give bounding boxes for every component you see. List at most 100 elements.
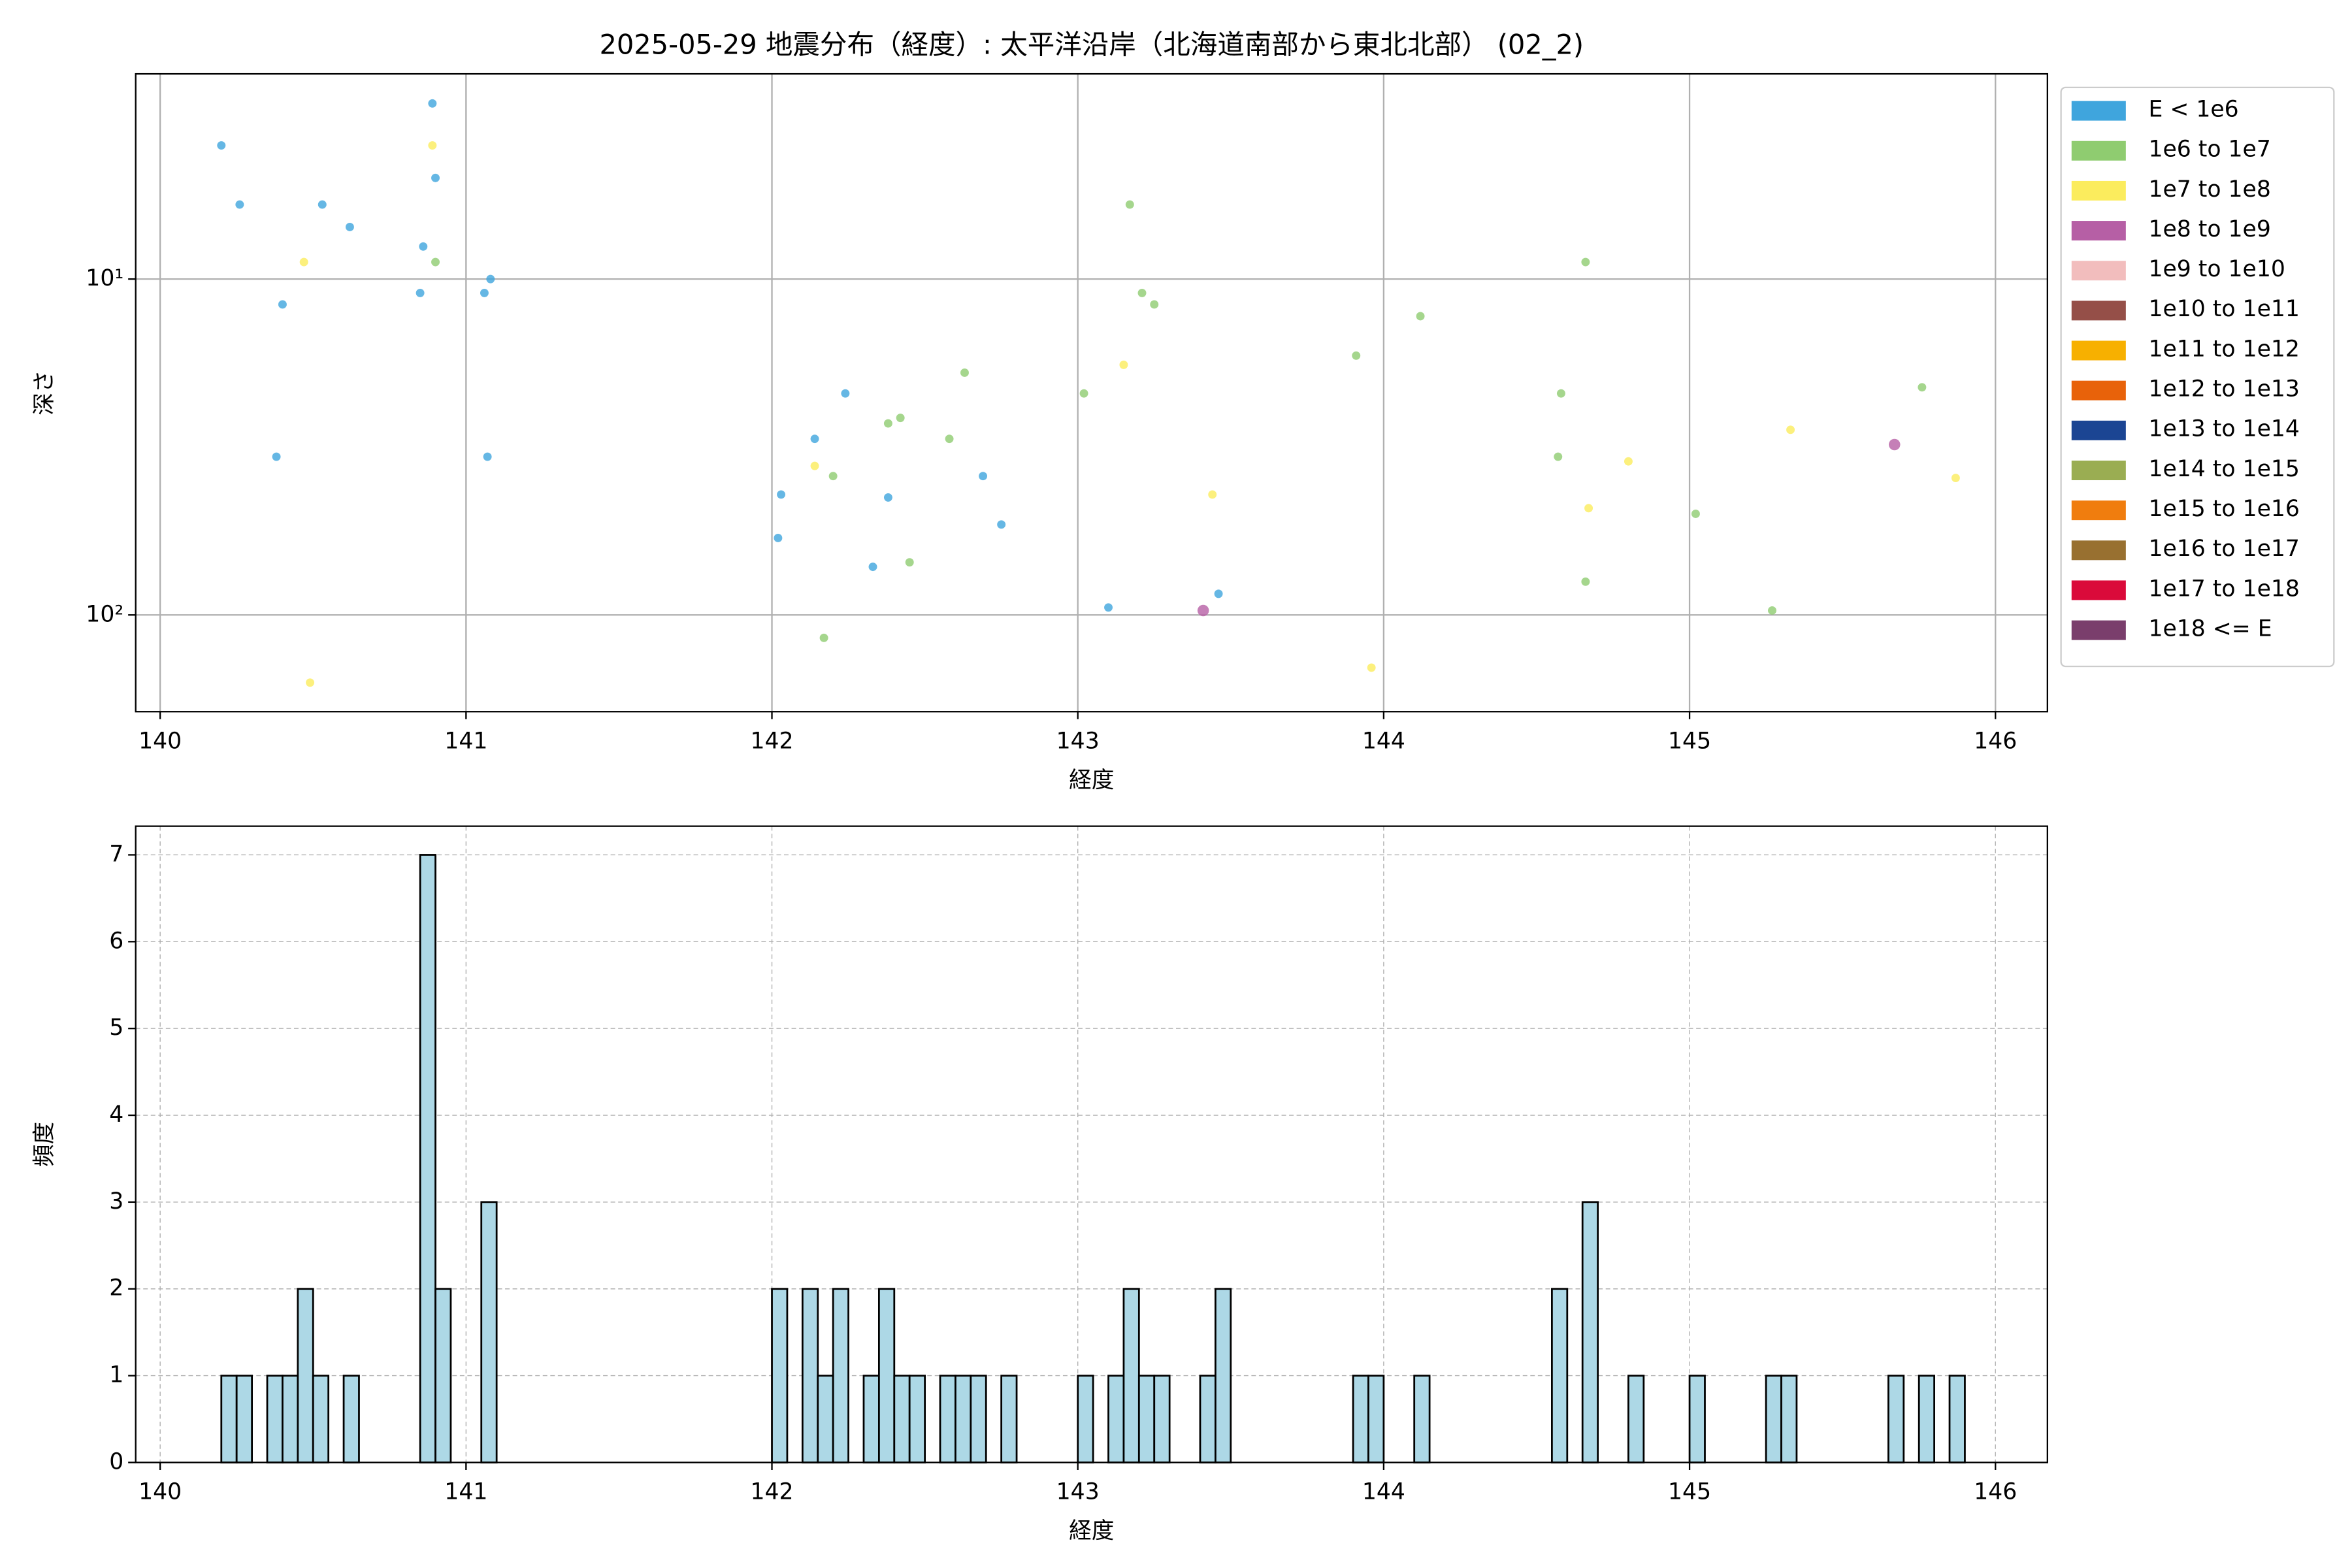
scatter-point — [960, 368, 969, 377]
legend-swatch — [2071, 301, 2126, 321]
legend-label: 1e6 to 1e7 — [2148, 137, 2270, 163]
legend-label: 1e7 to 1e8 — [2148, 176, 2270, 203]
scatter-point — [1104, 603, 1113, 612]
legend-swatch — [2071, 500, 2126, 521]
histogram-bar — [1153, 1375, 1171, 1463]
y-tick-label: 0 — [109, 1448, 123, 1475]
scatter-point — [299, 257, 308, 267]
histogram-bar — [955, 1375, 972, 1463]
legend-swatch — [2071, 221, 2126, 241]
y-tick-label: 7 — [109, 841, 123, 867]
histogram-bar — [1214, 1288, 1232, 1463]
scatter-point — [217, 141, 226, 150]
scatter-point — [428, 99, 437, 108]
y-tick-label: 4 — [109, 1102, 123, 1128]
histogram-bar — [908, 1375, 926, 1463]
legend-swatch — [2071, 620, 2126, 640]
histogram-bar — [297, 1288, 314, 1463]
legend-swatch — [2071, 420, 2126, 440]
legend-swatch — [2071, 140, 2126, 161]
scatter-point — [1367, 663, 1376, 672]
histogram-bar — [862, 1375, 880, 1463]
histogram-bar — [282, 1375, 299, 1463]
legend-label: 1e10 to 1e11 — [2148, 296, 2299, 322]
histogram-bar — [771, 1288, 789, 1463]
x-tick-label: 143 — [1056, 728, 1100, 754]
scatter-point — [945, 434, 954, 444]
scatter-point — [1556, 389, 1565, 398]
histogram-bar — [235, 1375, 253, 1463]
histogram-bar — [1887, 1375, 1905, 1463]
histogram-bar — [1765, 1375, 1782, 1463]
scatter-point — [278, 300, 287, 309]
scatter-point — [1786, 425, 1795, 434]
scatter-point — [810, 461, 819, 470]
legend-label: 1e11 to 1e12 — [2148, 336, 2299, 362]
legend-swatch — [2071, 380, 2126, 400]
legend-swatch — [2071, 580, 2126, 600]
scatter-point — [1888, 438, 1901, 451]
histogram-bar — [342, 1375, 360, 1463]
x-tick-label: 144 — [1362, 728, 1405, 754]
scatter-point — [428, 141, 437, 150]
histogram-bar — [1367, 1375, 1385, 1463]
scatter-point — [486, 274, 495, 284]
histogram-bar — [1581, 1201, 1599, 1463]
x-tick-label: 140 — [139, 1479, 182, 1505]
scatter-point — [1197, 604, 1209, 617]
scatter-point — [318, 200, 327, 209]
y-tick-label: 3 — [109, 1188, 123, 1215]
x-tick-label: 145 — [1668, 728, 1711, 754]
chart-title: 2025-05-29 地震分布（経度）: 太平洋沿岸（北海道南部から東北北部） … — [599, 29, 1584, 61]
histogram-bar — [1551, 1288, 1569, 1463]
scatter-point — [1581, 577, 1590, 586]
x-tick-label: 142 — [750, 1479, 793, 1505]
legend-swatch — [2071, 540, 2126, 561]
histogram-bar — [266, 1375, 284, 1463]
histogram-bar — [480, 1201, 498, 1463]
x-tick-label: 141 — [444, 1479, 487, 1505]
histogram-bar — [1199, 1375, 1217, 1463]
scatter-point — [1581, 257, 1590, 267]
scatter-point — [419, 242, 428, 251]
histogram-bar — [1948, 1375, 1966, 1463]
histogram-bar — [1918, 1375, 1936, 1463]
histogram-bar — [312, 1375, 330, 1463]
scatter-point — [1208, 490, 1217, 499]
scatter-point — [896, 414, 905, 423]
y-tick-label: 2 — [109, 1275, 123, 1301]
scatter-point — [1416, 312, 1425, 321]
legend-box — [2060, 86, 2335, 668]
legend-label: 1e12 to 1e13 — [2148, 376, 2299, 402]
scatter-point — [883, 493, 892, 502]
x-tick-label: 146 — [1974, 1479, 2017, 1505]
x-tick-label: 141 — [444, 728, 487, 754]
scatter-point — [483, 452, 492, 461]
scatter-point — [1214, 589, 1223, 598]
histogram-bar — [434, 1288, 452, 1463]
scatter-point — [416, 288, 425, 297]
histogram-bar — [1413, 1375, 1431, 1463]
scatter-point — [883, 419, 892, 428]
y-tick-label: 10¹ — [86, 265, 123, 291]
scatter-point — [1125, 200, 1134, 209]
y-tick-label: 6 — [109, 928, 123, 954]
scatter-point — [235, 200, 244, 209]
x-tick-label: 140 — [139, 728, 182, 754]
scatter-point — [431, 173, 440, 182]
scatter-point — [777, 490, 786, 499]
legend-swatch — [2071, 461, 2126, 480]
scatter-point — [868, 563, 877, 572]
scatter-point — [1079, 389, 1088, 398]
legend-swatch — [2071, 101, 2126, 121]
scatter-point — [345, 223, 354, 231]
legend-label: 1e15 to 1e16 — [2148, 496, 2299, 522]
histogram-bar — [970, 1375, 987, 1463]
scatter-point — [1554, 452, 1563, 461]
x-axis-label: 経度 — [1069, 767, 1114, 793]
legend-swatch — [2071, 180, 2126, 201]
x-tick-label: 146 — [1974, 728, 2017, 754]
plot-frame — [135, 73, 2048, 713]
y-tick-label: 1 — [109, 1362, 123, 1388]
